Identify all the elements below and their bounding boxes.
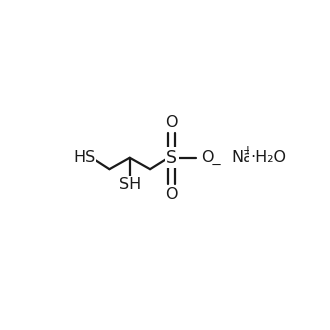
Text: ·H₂O: ·H₂O: [250, 150, 286, 165]
Text: O: O: [165, 187, 178, 202]
Text: O: O: [165, 115, 178, 130]
Text: −: −: [211, 159, 222, 172]
Text: +: +: [243, 144, 252, 157]
Text: HS: HS: [73, 150, 95, 165]
Text: S: S: [166, 149, 177, 167]
Text: SH: SH: [118, 177, 141, 192]
Text: Na: Na: [231, 150, 253, 165]
Text: O: O: [201, 150, 214, 165]
